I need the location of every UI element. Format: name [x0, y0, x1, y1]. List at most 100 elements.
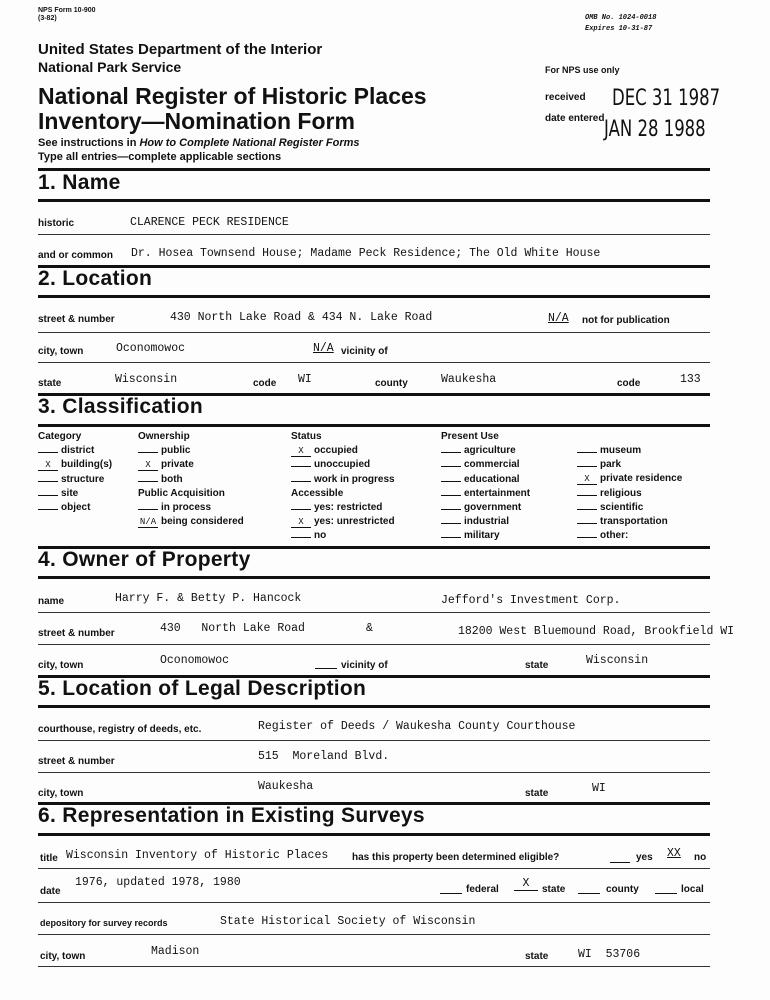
state-value: Wisconsin [115, 373, 178, 386]
divider [38, 705, 710, 708]
divider [38, 833, 710, 836]
section-4-heading: 4. Owner of Property [38, 548, 251, 571]
check-mark [577, 523, 597, 525]
section-1-heading: 1. Name [38, 171, 121, 194]
checkbox-item: museum [577, 444, 682, 458]
county-blank [578, 893, 600, 894]
divider [38, 168, 710, 171]
eligible-question: has this property been determined eligib… [352, 852, 560, 863]
check-mark [441, 480, 461, 482]
depository-city-label: city, town [40, 951, 86, 962]
owner-state-label: state [525, 660, 549, 671]
checkbox-item: educational [441, 473, 530, 487]
vicinity-label: vicinity of [341, 346, 388, 357]
divider [38, 199, 710, 202]
divider [38, 868, 710, 869]
checkbox-label: scientific [600, 501, 644, 513]
divider [38, 546, 710, 549]
divider [38, 576, 710, 579]
form-number: NPS Form 10-900 [38, 7, 96, 14]
check-mark [138, 480, 158, 482]
survey-local-label: local [681, 884, 704, 895]
yes-blank [610, 862, 630, 863]
department: United States Department of the Interior [38, 41, 323, 58]
checkbox-label: educational [464, 473, 520, 485]
checkbox-item: no [291, 529, 395, 543]
form-revision: (3-82) [38, 15, 57, 22]
divider [38, 234, 710, 235]
present-use-group: Present Use agriculture commercial educati… [441, 430, 530, 544]
divider [38, 644, 710, 645]
owner-state: Wisconsin [586, 654, 649, 667]
checkbox-label: object [61, 502, 91, 514]
expires: Expires 10-31-87 [585, 25, 653, 33]
vicinity-blank [315, 668, 337, 669]
checkbox-item: government [441, 501, 530, 515]
check-mark: X [291, 447, 311, 458]
form-title-line2: Inventory—Nomination Form [38, 108, 355, 134]
check-mark: X [577, 475, 597, 486]
county-label: county [375, 378, 408, 389]
checkbox-label: other: [600, 530, 629, 542]
historic-label: historic [38, 218, 75, 229]
owner-vicinity-label: vicinity of [341, 660, 388, 671]
category-title: Category [38, 431, 82, 442]
common-label: and or common [38, 250, 114, 261]
code-label: code [253, 378, 277, 389]
divider [38, 393, 710, 396]
owner-city-label: city, town [38, 660, 84, 671]
owner-name-2: Jefford's Investment Corp. [441, 594, 621, 607]
checkbox-label: agriculture [464, 445, 516, 457]
check-mark [441, 509, 461, 511]
historic-name: CLARENCE PECK RESIDENCE [130, 216, 289, 229]
accessible-title: Accessible [291, 487, 344, 499]
depository-state: WI 53706 [578, 948, 641, 961]
code-value: WI [298, 373, 312, 386]
checkbox-item: unoccupied [291, 458, 395, 472]
local-blank [655, 893, 677, 894]
checkbox-label: site [61, 487, 79, 499]
checkbox-label: park [600, 459, 622, 471]
check-mark [38, 480, 58, 482]
no-mark: XX [667, 847, 681, 860]
nfp-label: not for publication [582, 315, 670, 326]
divider [38, 295, 710, 298]
check-mark [577, 466, 597, 468]
legal-street-label: street & number [38, 756, 115, 767]
received-label: received [545, 92, 586, 103]
federal-label: federal [466, 884, 499, 895]
instructions: See instructions in How to Complete Nati… [38, 137, 360, 149]
checkbox-item: yes: restricted [291, 501, 395, 515]
checkbox-label: commercial [464, 459, 520, 471]
depository-label: depository for survey records [40, 918, 168, 928]
omb-number: OMB No. 1024-0018 [585, 14, 657, 22]
check-mark [441, 494, 461, 496]
divider [38, 675, 710, 678]
checkbox-item: site [38, 487, 112, 501]
divider [38, 740, 710, 741]
legal-street-value: 515 Moreland Blvd. [258, 750, 390, 763]
divider [38, 362, 710, 363]
check-mark [138, 509, 158, 511]
section-6-heading: 6. Representation in Existing Surveys [38, 804, 425, 827]
form-title-line1: National Register of Historic Places [38, 83, 427, 109]
owner-street-2: 18200 West Bluemound Road, Brookfield WI [458, 625, 735, 638]
checkbox-label: public [161, 445, 191, 457]
divider [38, 265, 710, 268]
type-all-entries: Type all entries—complete applicable sec… [38, 151, 282, 163]
check-mark [291, 466, 311, 468]
checkbox-label: being considered [161, 516, 244, 528]
checkbox-item: agriculture [441, 444, 530, 458]
divider [38, 934, 710, 935]
county-value: Waukesha [441, 373, 497, 386]
status-title: Status [291, 431, 322, 442]
checkbox-label: military [464, 530, 500, 542]
checkbox-item: commercial [441, 458, 530, 472]
divider [38, 802, 710, 805]
